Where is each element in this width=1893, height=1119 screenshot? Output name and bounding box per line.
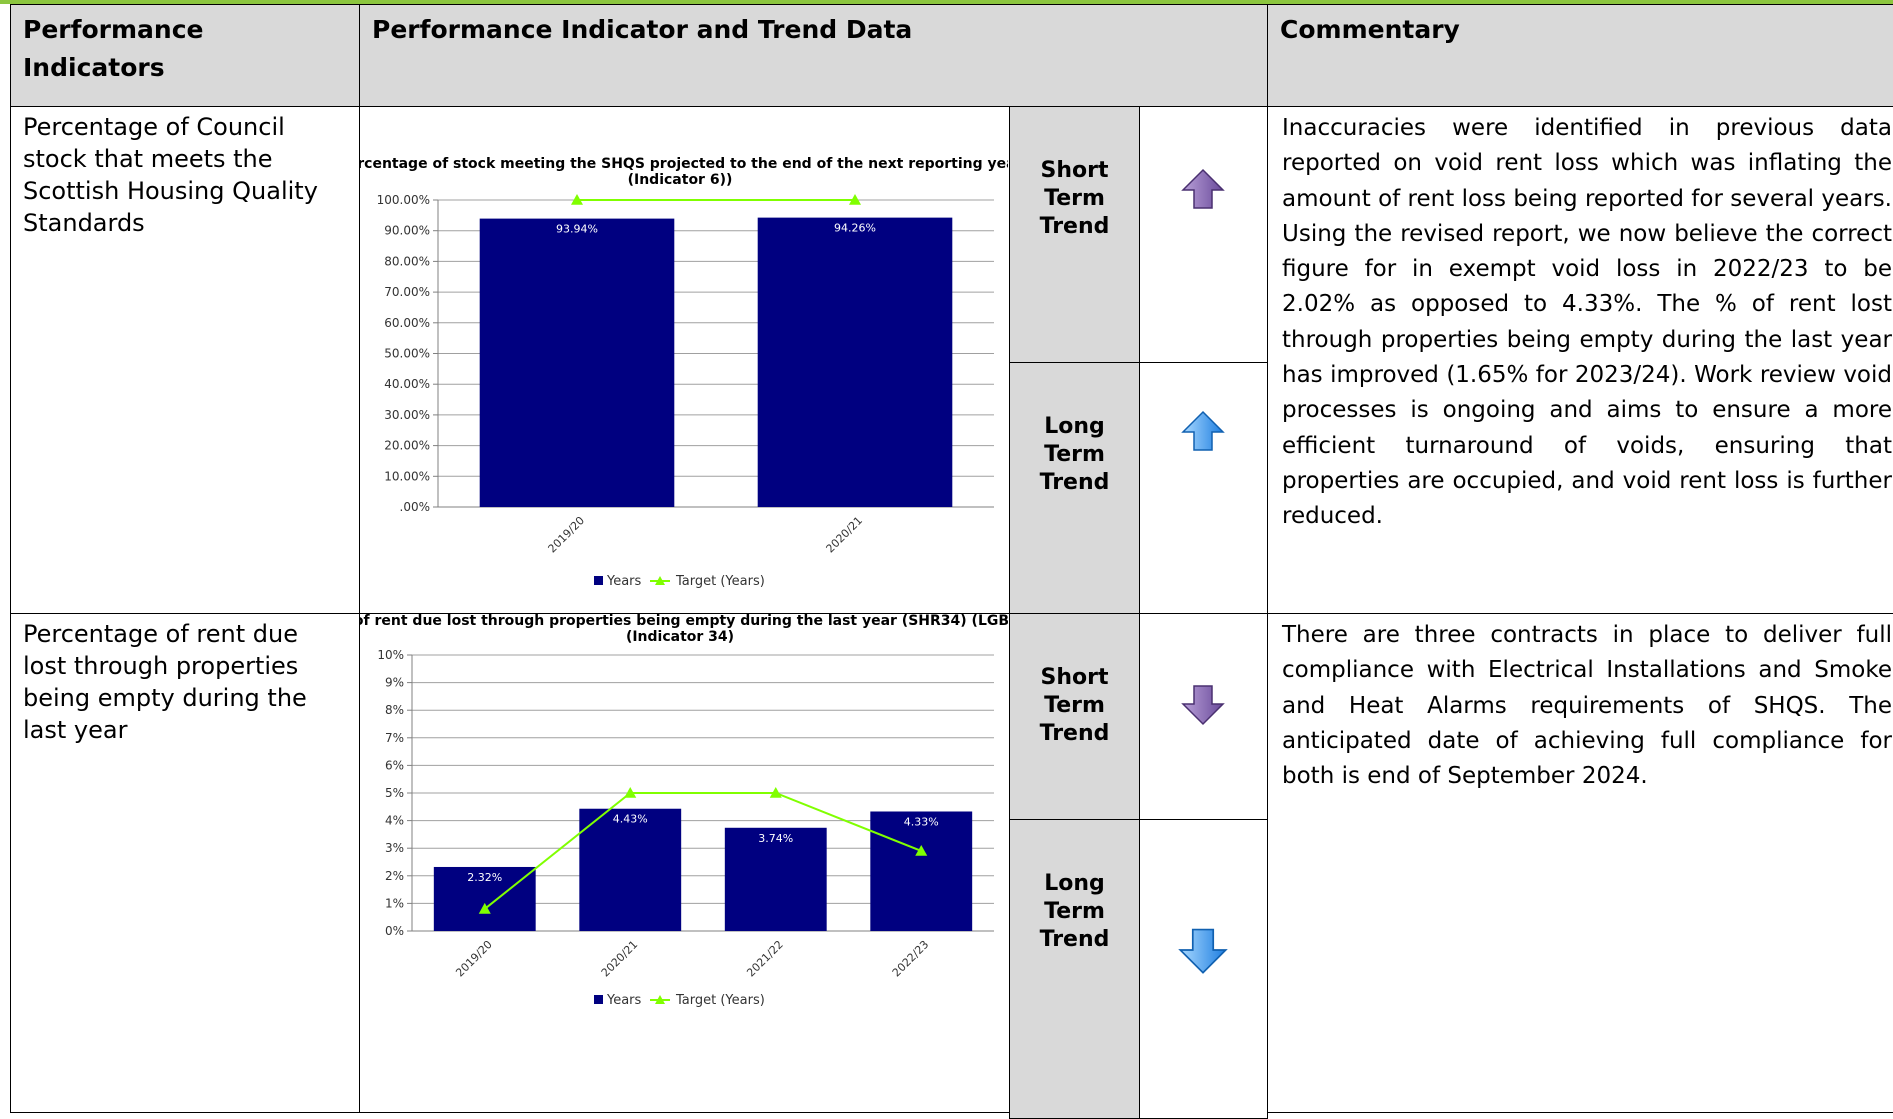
label-text: Long Term Trend (1039, 871, 1110, 952)
chart: Percentage of stock meeting the SHQS pro… (337, 156, 1022, 589)
legend-label: Years (606, 574, 642, 589)
down-arrow-icon (1181, 685, 1225, 726)
indicator: Percentage of rent due lost through prop… (10, 613, 360, 1113)
legend-label: Years (606, 993, 642, 1008)
y-tick-label: 100.00% (377, 193, 430, 207)
y-tick-label: .00% (400, 500, 431, 514)
legend-label: Target (Years) (675, 574, 765, 589)
value-label: 2.32% (467, 871, 502, 884)
y-tick-label: 4% (385, 814, 404, 828)
short-term-label: Short Term Trend (1009, 106, 1140, 363)
x-tick-label: 2020/21 (824, 514, 866, 556)
short-term-arrow-cell (1139, 106, 1268, 363)
y-tick-label: 5% (385, 786, 404, 800)
y-tick-label: 3% (385, 841, 404, 855)
y-tick-label: 10.00% (384, 469, 430, 483)
y-tick-label: 2% (385, 869, 404, 883)
y-tick-label: 50.00% (384, 347, 430, 361)
y-tick-label: 60.00% (384, 316, 430, 330)
value-label: 94.26% (834, 222, 876, 235)
indicator: Percentage of Council stock that meets t… (10, 106, 360, 614)
bar (579, 808, 682, 931)
y-tick-label: 0% (385, 924, 404, 938)
value-label: 4.43% (613, 813, 648, 826)
target-marker (571, 194, 583, 205)
y-tick-label: 6% (385, 758, 404, 772)
value-label: 4.33% (904, 815, 939, 828)
header-commentary: Commentary (1267, 4, 1893, 107)
value-label: 3.74% (758, 832, 793, 845)
label-text: Long Term Trend (1039, 414, 1110, 495)
y-tick-label: 8% (385, 703, 404, 717)
label-text: Short Term Trend (1039, 158, 1110, 239)
bar (757, 217, 953, 507)
bar (479, 218, 675, 508)
short-term-label: Short Term Trend (1009, 613, 1140, 820)
target-line (484, 792, 922, 910)
chart-cell: Percentage of stock meeting the SHQS pro… (337, 106, 1023, 614)
y-tick-label: 1% (385, 896, 404, 910)
bar (870, 811, 973, 931)
y-tick-label: 80.00% (384, 254, 430, 268)
y-tick-label: 20.00% (384, 439, 430, 453)
label-text: Short Term Trend (1039, 665, 1110, 746)
chart-title: % of rent due lost through properties be… (360, 614, 1008, 629)
chart-title: (Indicator 34) (626, 629, 734, 645)
up-arrow-icon (1181, 410, 1225, 451)
up-arrow-icon (1181, 168, 1225, 209)
y-tick-label: 10% (377, 648, 404, 662)
down-arrow-icon (1178, 928, 1228, 974)
target-marker (478, 902, 491, 914)
header-trend-data: Performance Indicator and Trend Data (359, 4, 1268, 107)
y-tick-label: 7% (385, 731, 404, 745)
target-marker (849, 194, 861, 205)
commentary: There are three contracts in place to de… (1267, 613, 1893, 1113)
long-term-arrow-cell (1139, 362, 1268, 614)
y-tick-label: 90.00% (384, 224, 430, 238)
bar (724, 827, 827, 931)
chart-cell: % of rent due lost through properties be… (335, 613, 1025, 1113)
legend-swatch (594, 995, 603, 1004)
target-marker (624, 787, 637, 798)
legend-swatch (594, 576, 603, 585)
chart-title: (Indicator 6)) (628, 172, 733, 188)
x-tick-label: 2021/22 (744, 938, 786, 980)
y-tick-label: 70.00% (384, 285, 430, 299)
top-rule (0, 0, 1893, 4)
y-tick-label: 40.00% (384, 377, 430, 391)
legend-marker (655, 576, 665, 585)
target-marker (915, 844, 928, 856)
commentary: Inaccuracies were identified in previous… (1267, 106, 1893, 614)
value-label: 93.94% (556, 223, 598, 236)
chart: % of rent due lost through properties be… (335, 613, 1025, 1008)
x-tick-label: 2019/20 (453, 938, 495, 980)
bar (433, 866, 536, 931)
y-tick-label: 30.00% (384, 408, 430, 422)
legend-label: Target (Years) (675, 993, 765, 1008)
x-tick-label: 2019/20 (546, 514, 588, 556)
target-marker (769, 787, 782, 798)
x-tick-label: 2020/21 (599, 938, 641, 980)
y-tick-label: 9% (385, 676, 404, 690)
chart-title: Percentage of stock meeting the SHQS pro… (360, 156, 1008, 172)
legend-marker (655, 995, 665, 1004)
long-term-label: Long Term Trend (1009, 362, 1140, 614)
long-term-label: Long Term Trend (1009, 819, 1140, 1119)
header-indicators: Performance Indicators (10, 4, 360, 107)
x-tick-label: 2022/23 (890, 938, 932, 980)
